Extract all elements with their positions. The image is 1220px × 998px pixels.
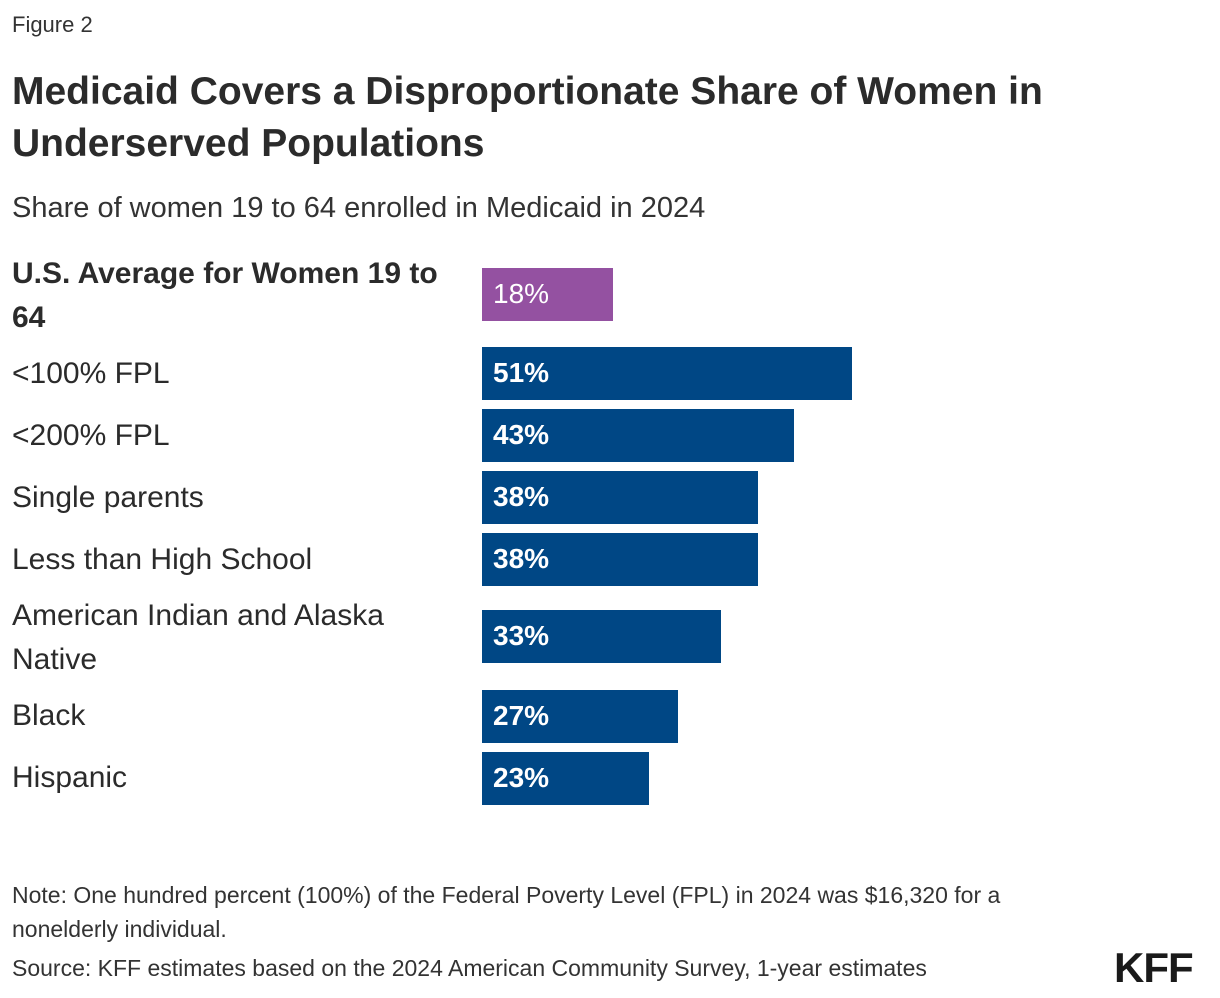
bar-value-label: 33%	[493, 620, 550, 651]
category-label: Hispanic	[12, 761, 128, 794]
bar-value-label: 18%	[493, 278, 550, 309]
figure-label: Figure 2	[12, 12, 93, 37]
bar-value-label: 38%	[493, 543, 550, 574]
category-label: Single parents	[12, 481, 204, 514]
kff-logo: KFF	[1114, 944, 1194, 991]
bar	[482, 409, 794, 462]
chart-title: Medicaid Covers a Disproportionate Share…	[12, 70, 1043, 165]
bar-value-label: 23%	[493, 762, 550, 793]
bar	[482, 533, 758, 586]
bar-value-label: 43%	[493, 419, 550, 450]
bar	[482, 690, 678, 743]
category-label: <100% FPL	[12, 357, 170, 390]
bar	[482, 610, 721, 663]
bar	[482, 752, 649, 805]
category-label: American Indian and Alaska Native	[12, 599, 384, 676]
bar	[482, 268, 613, 321]
chart-note: Note: One hundred percent (100%) of the …	[12, 882, 1001, 942]
category-label: Less than High School	[12, 543, 313, 576]
chart-source: Source: KFF estimates based on the 2024 …	[12, 955, 927, 981]
bar	[482, 347, 852, 400]
bar	[482, 471, 758, 524]
bar-value-label: 51%	[493, 357, 550, 388]
chart-subtitle: Share of women 19 to 64 enrolled in Medi…	[12, 192, 706, 224]
category-label: <200% FPL	[12, 419, 170, 452]
bar-value-label: 38%	[493, 481, 550, 512]
category-label: U.S. Average for Women 19 to 64	[12, 257, 438, 334]
category-label: Black	[12, 699, 86, 732]
bar-value-label: 27%	[493, 700, 550, 731]
